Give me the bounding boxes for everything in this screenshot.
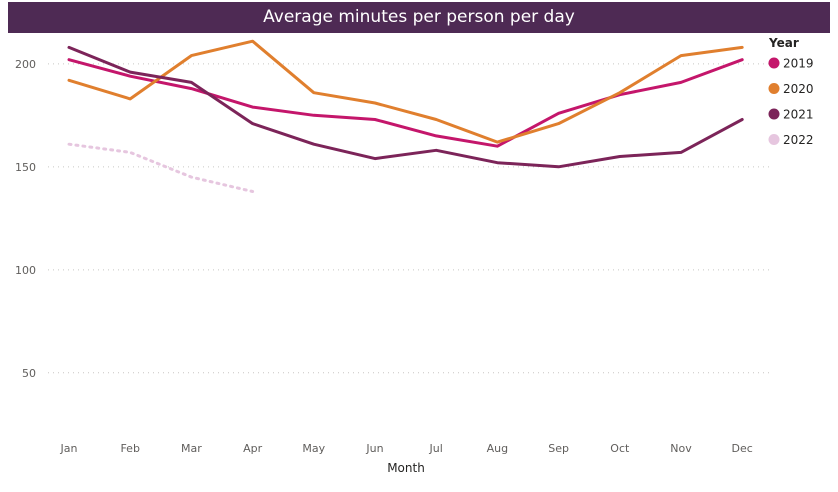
legend-label-2021: 2021 bbox=[783, 108, 814, 122]
x-tick-label: Apr bbox=[243, 442, 263, 455]
series-lines bbox=[67, 39, 744, 193]
x-tick-label: May bbox=[302, 442, 325, 455]
series-line-2019 bbox=[67, 58, 744, 148]
x-tick-label: Aug bbox=[487, 442, 508, 455]
x-axis-ticks: Jan Feb Mar Apr May Jun Jul Aug Sep Oct Nov Dec bbox=[60, 442, 753, 455]
legend-marker-2021 bbox=[768, 108, 780, 120]
x-tick-label: Jul bbox=[429, 442, 443, 455]
y-tick-label: 100 bbox=[15, 264, 36, 277]
y-axis-ticks: 50 100 150 200 bbox=[15, 58, 36, 380]
legend-label-2022: 2022 bbox=[783, 133, 814, 147]
legend-marker-2020 bbox=[768, 83, 780, 94]
x-tick-label: Nov bbox=[670, 442, 692, 455]
x-tick-label: Jun bbox=[365, 442, 383, 455]
series-line-2021 bbox=[67, 45, 744, 169]
x-tick-label: Mar bbox=[181, 442, 202, 455]
legend-label-2020: 2020 bbox=[783, 82, 814, 96]
y-tick-label: 200 bbox=[15, 58, 36, 71]
x-tick-label: Dec bbox=[732, 442, 753, 455]
legend-title: Year bbox=[768, 36, 799, 50]
legend-marker-2022 bbox=[768, 134, 780, 145]
chart-title: Average minutes per person per day bbox=[8, 2, 830, 33]
legend-label-2019: 2019 bbox=[783, 57, 814, 71]
x-tick-label: Jan bbox=[60, 442, 78, 455]
series-line-2022 bbox=[67, 142, 255, 193]
gridlines bbox=[48, 63, 770, 374]
x-tick-label: Feb bbox=[120, 442, 139, 455]
y-tick-label: 50 bbox=[22, 367, 36, 380]
legend-marker-2019 bbox=[768, 57, 780, 69]
series-line-2020 bbox=[67, 39, 744, 144]
x-tick-label: Oct bbox=[610, 442, 630, 455]
legend: Year 2019 2020 2021 2022 bbox=[768, 36, 814, 147]
x-tick-label: Sep bbox=[548, 442, 569, 455]
y-tick-label: 150 bbox=[15, 161, 36, 174]
x-axis-title: Month bbox=[387, 461, 425, 475]
